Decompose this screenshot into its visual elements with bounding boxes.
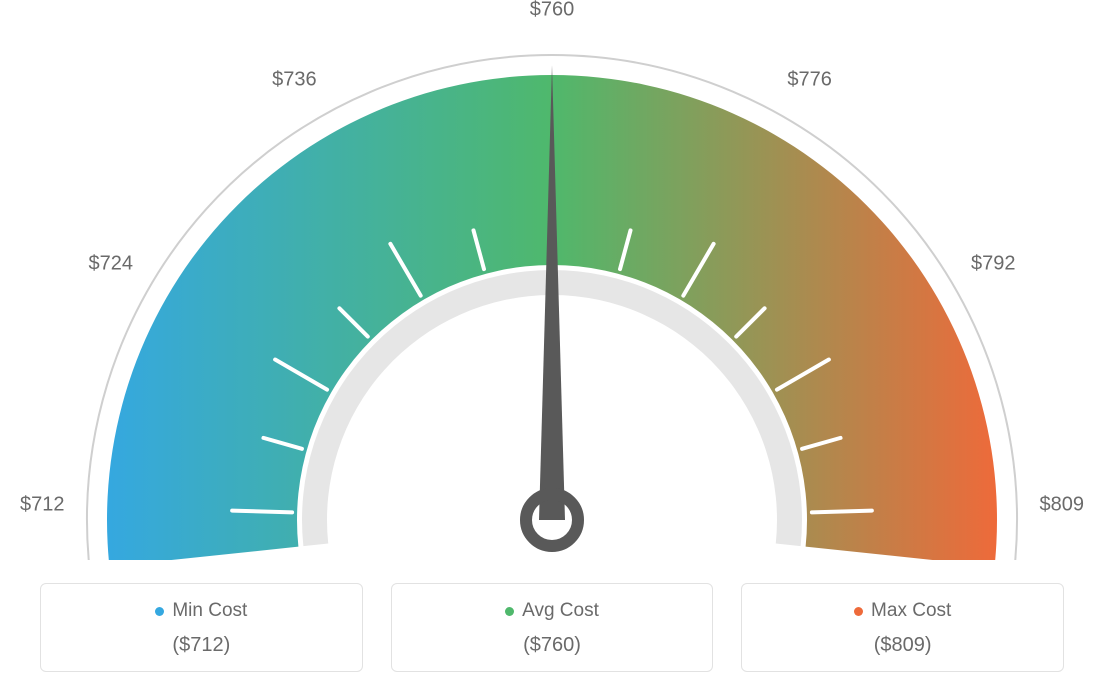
gauge-tick-label: $760 [530, 0, 575, 22]
legend-card-min: Min Cost ($712) [40, 583, 363, 672]
legend-title-row: Max Cost [854, 600, 951, 622]
dot-icon [505, 607, 514, 616]
gauge-tick-label: $776 [787, 68, 832, 91]
legend-value: ($712) [53, 634, 350, 657]
dot-icon [854, 607, 863, 616]
legend-card-max: Max Cost ($809) [741, 583, 1064, 672]
gauge-tick-label: $792 [971, 253, 1016, 276]
gauge-svg [0, 0, 1104, 560]
dot-icon [155, 607, 164, 616]
legend-title-row: Min Cost [155, 600, 247, 622]
legend-title-row: Avg Cost [505, 600, 599, 622]
legend-title: Min Cost [172, 600, 247, 622]
gauge-tick-label: $712 [20, 494, 65, 517]
gauge-tick-label: $736 [272, 68, 317, 91]
legend-row: Min Cost ($712) Avg Cost ($760) Max Cost… [0, 583, 1104, 672]
gauge-tick-label: $724 [89, 253, 134, 276]
gauge-chart: $712 $724 $736 $760 $776 $792 $809 [0, 0, 1104, 560]
legend-title: Avg Cost [522, 600, 599, 622]
legend-card-avg: Avg Cost ($760) [391, 583, 714, 672]
legend-value: ($760) [404, 634, 701, 657]
legend-title: Max Cost [871, 600, 951, 622]
gauge-tick-label: $809 [1040, 494, 1085, 517]
legend-value: ($809) [754, 634, 1051, 657]
